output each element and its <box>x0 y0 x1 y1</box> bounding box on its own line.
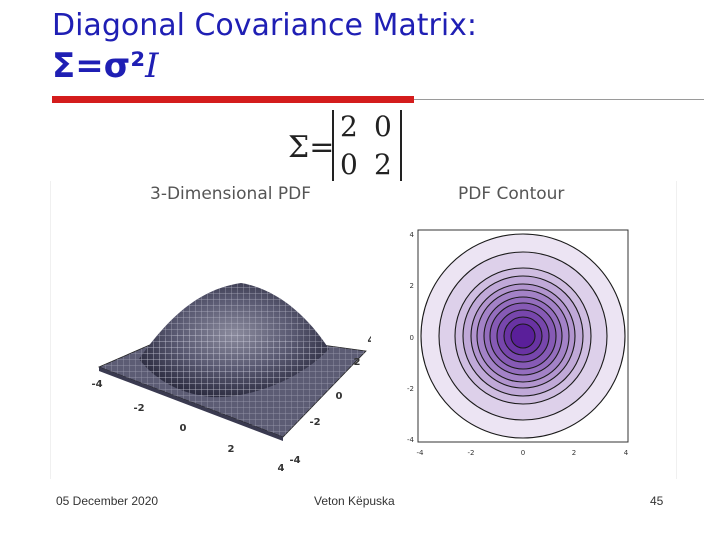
matrix-left-bar <box>332 110 334 184</box>
surface-axis-label: 2 <box>354 357 361 368</box>
surface-axis-label: -4 <box>91 379 102 390</box>
matrix-cell-22: 2 <box>374 148 392 181</box>
matrix-right-bar <box>400 110 402 184</box>
surface-plot-title: 3-Dimensional PDF <box>150 184 311 204</box>
footer-author: Veton Këpuska <box>314 494 395 508</box>
contour-x-tick-label: 2 <box>572 449 576 457</box>
contour-y-tick-label: 2 <box>410 282 414 290</box>
contour-plot: 4 2 0 -2 -4-4 -2 0 2 4 <box>407 229 629 457</box>
surface-axis-label: 0 <box>180 423 187 434</box>
slide-subtitle-formula: Σ=σ²I <box>52 46 159 86</box>
slide-title: Diagonal Covariance Matrix: <box>52 8 478 43</box>
surface-axis-label: -2 <box>133 403 144 414</box>
surface-axis-label: 4 <box>368 335 371 346</box>
contour-y-tick-label: 0 <box>410 334 414 342</box>
surface-axis-label: 2 <box>228 444 235 455</box>
surface-axis-label: -2 <box>309 417 320 428</box>
figure-panel: 3-Dimensional PDF PDF Contour <box>50 181 677 479</box>
title-underline-red <box>52 96 414 103</box>
contour-y-tick-label: -4 <box>407 436 415 444</box>
contour-x-tick-label: -2 <box>468 449 475 457</box>
matrix-symbol: Σ= <box>288 130 335 165</box>
formula-sigma-part: Σ=σ² <box>52 46 146 86</box>
covariance-matrix: Σ= 2 0 0 2 <box>280 108 410 186</box>
surface-plot: -4-2024420-2-4 <box>91 283 371 474</box>
matrix-cell-12: 0 <box>374 110 392 143</box>
surface-bump-mesh <box>139 283 329 398</box>
matrix-cell-21: 0 <box>340 148 358 181</box>
matrix-cell-11: 2 <box>340 110 358 143</box>
title-underline-grey <box>414 99 704 100</box>
surface-axis-label: -4 <box>289 455 300 466</box>
contour-x-tick-label: -4 <box>417 449 425 457</box>
footer-page-number: 45 <box>650 494 664 508</box>
formula-identity-part: I <box>145 46 159 86</box>
contour-plot-title: PDF Contour <box>458 184 565 204</box>
contour-y-tick-label: -2 <box>407 385 414 393</box>
footer-date: 05 December 2020 <box>56 494 159 508</box>
contour-y-tick-label: 4 <box>410 231 415 239</box>
surface-axis-label: 0 <box>336 391 343 402</box>
contour-x-tick-label: 0 <box>521 449 525 457</box>
contour-x-tick-label: 4 <box>624 449 629 457</box>
surface-axis-label: 4 <box>278 463 285 474</box>
surface-skirt <box>99 367 283 441</box>
contour-ring <box>510 323 536 349</box>
